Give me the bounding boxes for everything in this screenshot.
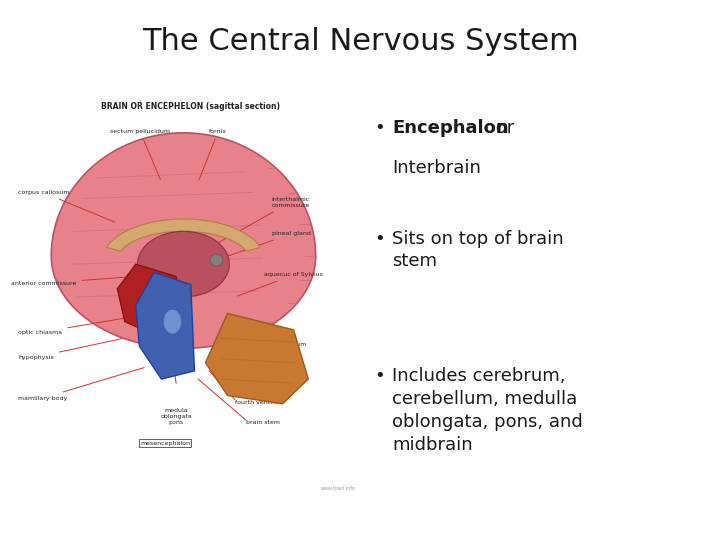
Text: •: •: [374, 119, 385, 137]
Text: sectum pellucidum: sectum pellucidum: [110, 129, 170, 179]
Text: The Central Nervous System: The Central Nervous System: [142, 27, 578, 56]
Text: aquecuc of Sylvius: aquecuc of Sylvius: [238, 273, 323, 296]
Ellipse shape: [163, 309, 181, 334]
Text: medula
oblongata
pons: medula oblongata pons: [161, 408, 192, 425]
Polygon shape: [205, 313, 308, 404]
Ellipse shape: [210, 254, 223, 266]
Text: hypophysis: hypophysis: [18, 339, 122, 360]
Text: Encephalon: Encephalon: [392, 119, 509, 137]
Ellipse shape: [138, 231, 230, 297]
Text: Includes cerebrum,
cerebellum, medulla
oblongata, pons, and
midbrain: Includes cerebrum, cerebellum, medulla o…: [392, 367, 583, 454]
Text: interthalmic
commissure: interthalmic commissure: [212, 197, 310, 246]
Text: mamillary body: mamillary body: [18, 368, 144, 401]
Text: pineal gland: pineal gland: [219, 232, 310, 259]
Text: www.fosci.info: www.fosci.info: [321, 486, 356, 491]
Text: •: •: [374, 230, 385, 247]
Text: Interbrain: Interbrain: [392, 159, 481, 177]
Text: cerebellum: cerebellum: [271, 342, 307, 361]
Text: corpus callosum: corpus callosum: [18, 191, 114, 222]
Polygon shape: [117, 264, 184, 338]
Text: BRAIN OR ENCEPHELON (sagittal section): BRAIN OR ENCEPHELON (sagittal section): [102, 102, 280, 111]
Text: brain stem: brain stem: [246, 420, 280, 425]
Text: fourth ventricle: fourth ventricle: [235, 400, 284, 404]
Text: optic chiasma: optic chiasma: [18, 318, 126, 335]
Polygon shape: [51, 133, 315, 348]
Text: •: •: [374, 367, 385, 385]
Text: fornix: fornix: [199, 129, 228, 179]
Polygon shape: [107, 219, 261, 251]
Polygon shape: [135, 272, 194, 379]
Text: mesencephalon: mesencephalon: [140, 441, 190, 446]
Text: or: or: [490, 119, 514, 137]
Text: anterior commissure: anterior commissure: [11, 276, 133, 286]
Text: Sits on top of brain
stem: Sits on top of brain stem: [392, 230, 564, 271]
